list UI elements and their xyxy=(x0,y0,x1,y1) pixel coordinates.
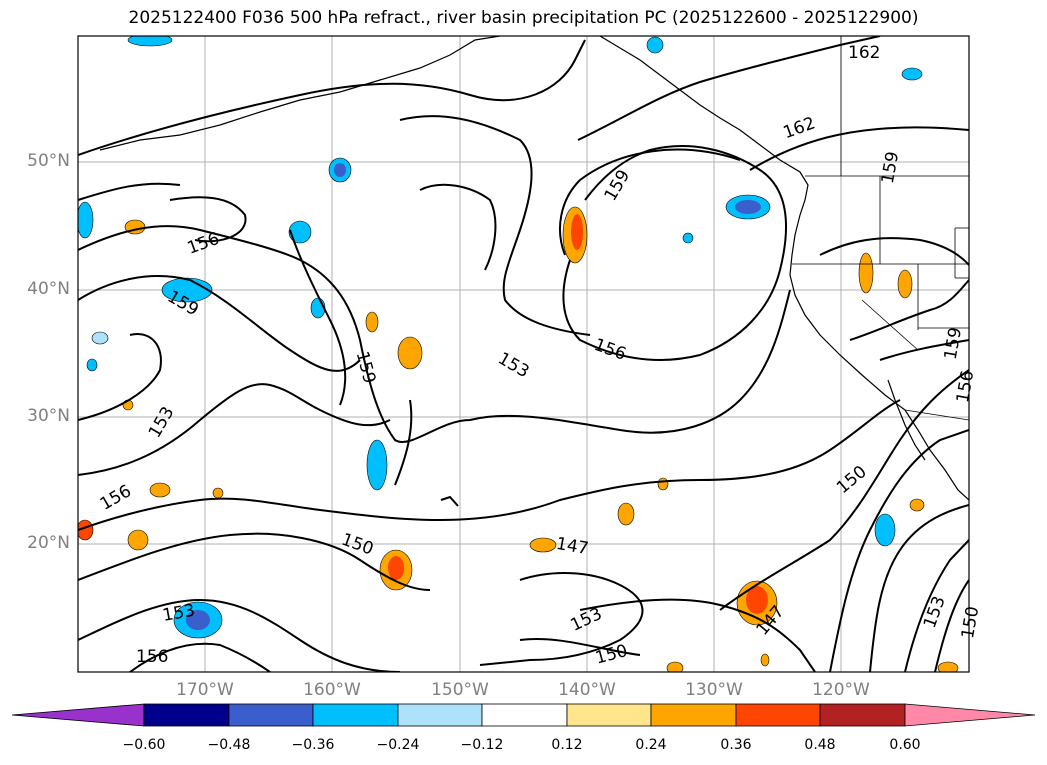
lat-label: 50°N xyxy=(27,151,70,171)
negative-anomaly xyxy=(366,439,388,491)
negative-anomaly xyxy=(334,163,346,177)
colorbar xyxy=(11,703,1036,727)
contour-label: 150 xyxy=(833,462,871,498)
negative-anomaly xyxy=(288,220,312,244)
colorbar-swatch xyxy=(228,703,314,727)
negative-anomaly xyxy=(127,36,173,47)
contour-label: 153 xyxy=(920,594,950,631)
lat-label: 40°N xyxy=(27,279,70,299)
contour-label: 150 xyxy=(593,641,630,669)
negative-anomaly xyxy=(735,200,761,214)
map-title: 2025122400 F036 500 hPa refract., river … xyxy=(128,8,919,28)
positive-anomaly xyxy=(897,269,913,299)
colorbar-label: −0.60 xyxy=(122,737,166,753)
positive-anomaly xyxy=(78,519,94,541)
positive-anomaly xyxy=(746,586,768,614)
colorbar-swatch xyxy=(143,703,230,727)
contour-label: 153 xyxy=(145,403,179,441)
lon-label: 150°W xyxy=(431,680,489,700)
contour-label: 150 xyxy=(958,605,983,640)
positive-anomaly xyxy=(909,498,925,512)
colorbar-label: 0.24 xyxy=(635,737,667,753)
lat-label: 20°N xyxy=(27,533,70,553)
lon-label: 120°W xyxy=(812,680,870,700)
contour-label: 150 xyxy=(339,530,376,560)
colorbar-swatch xyxy=(481,703,568,727)
colorbar-label: −0.24 xyxy=(376,737,420,753)
colorbar-label: −0.36 xyxy=(291,737,335,753)
contour-label: 156 xyxy=(953,369,978,404)
contour-label: 159 xyxy=(601,167,635,205)
shaded-anomalies xyxy=(78,36,959,672)
contour-label: 159 xyxy=(352,349,380,386)
contour-label: 156 xyxy=(185,229,222,259)
positive-anomaly xyxy=(858,252,874,294)
colorbar-swatch xyxy=(650,703,737,727)
colorbar-swatch xyxy=(566,703,652,727)
contour-label: 147 xyxy=(555,534,590,559)
colorbar-swatch xyxy=(819,703,906,727)
colorbar-swatch xyxy=(735,703,821,727)
contour-label: 159 xyxy=(941,326,966,361)
positive-anomaly xyxy=(529,537,557,553)
borders xyxy=(792,36,969,421)
negative-anomaly xyxy=(874,513,896,547)
positive-anomaly xyxy=(388,556,404,580)
positive-anomaly xyxy=(617,502,635,526)
contour-label: 159 xyxy=(878,150,903,185)
contour-label: 153 xyxy=(567,604,605,636)
map-frame xyxy=(77,35,970,673)
colorbar-label: −0.12 xyxy=(460,737,504,753)
contour-label: 162 xyxy=(848,43,880,63)
colorbar-label: 0.36 xyxy=(720,737,752,753)
negative-anomaly xyxy=(186,610,210,630)
colorbar-label: 0.48 xyxy=(804,737,836,753)
negative-anomaly xyxy=(78,201,94,239)
lon-label: 130°W xyxy=(685,680,743,700)
coastlines xyxy=(99,36,969,501)
colorbar-label: 0.60 xyxy=(889,737,921,753)
negative-anomaly xyxy=(646,36,664,54)
contour-label: 162 xyxy=(781,113,818,143)
positive-anomaly xyxy=(937,661,959,672)
positive-anomaly xyxy=(571,214,583,250)
positive-anomaly xyxy=(397,336,423,370)
colorbar-arrow-right xyxy=(904,703,1036,727)
negative-anomaly xyxy=(86,358,98,372)
lon-label: 140°W xyxy=(558,680,616,700)
lon-label: 170°W xyxy=(176,680,234,700)
gridlines xyxy=(78,36,969,672)
colorbar-swatch xyxy=(312,703,399,727)
colorbar-swatch xyxy=(397,703,483,727)
positive-anomaly xyxy=(365,311,379,333)
positive-anomaly xyxy=(149,482,171,498)
positive-anomaly xyxy=(127,529,149,551)
contour-lines xyxy=(78,36,969,672)
negative-anomaly xyxy=(682,232,694,244)
colorbar-label: 0.12 xyxy=(551,737,583,753)
contour-label: 156 xyxy=(136,647,168,667)
colorbar-label: −0.48 xyxy=(207,737,251,753)
positive-anomaly xyxy=(657,477,669,491)
colorbar-arrow-left xyxy=(11,703,145,727)
contour-label: 156 xyxy=(591,335,628,365)
contour-label: 153 xyxy=(494,349,532,383)
negative-anomaly xyxy=(901,67,923,81)
lat-label: 30°N xyxy=(27,406,70,426)
contour-label: 156 xyxy=(97,481,135,515)
lon-label: 160°W xyxy=(303,680,361,700)
positive-anomaly xyxy=(212,487,224,499)
negative-anomaly xyxy=(91,331,109,345)
positive-anomaly xyxy=(760,653,770,667)
positive-anomaly xyxy=(666,661,684,672)
negative-anomaly xyxy=(310,297,326,319)
